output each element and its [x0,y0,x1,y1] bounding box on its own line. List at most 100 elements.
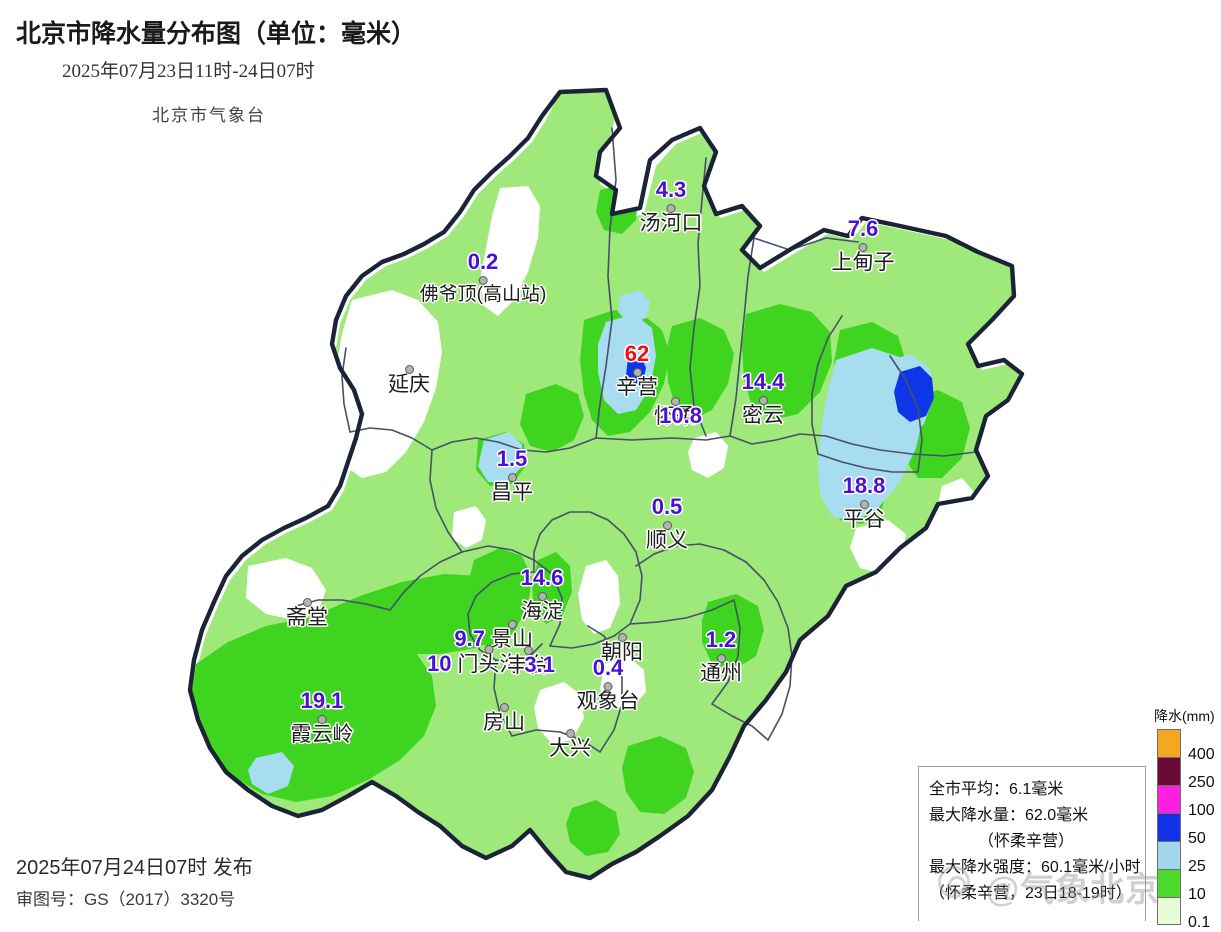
station-dot-icon [617,633,627,642]
station-marker: 9.7 景山 [454,620,533,651]
page-title: 北京市降水量分布图（单位：毫米） [16,20,417,48]
legend-label: 100 [1188,802,1215,819]
station-marker: 62 辛营 [616,341,658,399]
max-intensity-station-line: （怀柔辛营，23日18-19时） [929,884,1132,902]
legend-swatch: 25 [1157,841,1206,875]
legend-swatch: 100 [1157,785,1215,819]
max-intensity-line: 最大降水强度：60.1毫米/小时 [929,858,1141,876]
station-dot-icon [632,368,642,377]
station-name: 平谷 [843,508,885,531]
station-dot-icon [302,598,312,607]
station-name: 顺义 [646,529,688,552]
station-name: 辛营 [616,376,658,399]
station-dot-icon [499,703,509,712]
station-value: 10.8 [659,403,702,428]
station-name: 门头沟 [457,653,521,676]
station-marker: 0.4 观象台 [576,655,640,713]
station-marker: 10 门头沟 [427,645,521,676]
station-marker: 1.5 昌平 [491,446,533,504]
station-value: 1.5 [496,446,528,471]
station-dot-icon [670,397,680,406]
station-dot-icon [603,682,613,691]
station-marker: 斋堂 [286,598,328,629]
legend-label: 25 [1188,858,1206,875]
footer: 2025年07月24日07时 发布 审图号：GS（2017）3320号 [0,851,520,921]
station-name: 景山 [491,628,533,651]
city-average-line: 全市平均：6.1毫米 [929,781,1064,798]
station-value: 4.3 [655,177,687,202]
station-dot-icon [404,365,414,374]
legend-label: 250 [1188,774,1215,791]
legend-swatch: 50 [1157,813,1206,847]
station-name: 霞云岭 [290,723,354,746]
legend-title: 降水(mm) [1154,708,1215,724]
station-marker: 18.8 平谷 [843,473,886,531]
station-name: 延庆 [388,373,430,396]
station-dot-icon [484,645,494,654]
legend-swatch: 10 [1157,869,1206,903]
station-dot-icon [523,646,533,655]
station-marker: 朝阳 [601,633,643,664]
station-dot-icon [662,521,672,530]
station-marker: 大兴 [549,729,591,760]
station-marker: 3.1 丰台 [507,646,555,677]
station-name: 密云 [742,404,784,427]
station-dot-icon [716,654,726,663]
station-marker: 4.3 汤河口 [639,177,703,235]
legend-label: 50 [1188,830,1206,847]
station-value: 14.4 [741,369,785,394]
station-dot-icon [537,592,547,601]
station-value: 1.2 [705,627,737,652]
station-name: 上甸子 [831,251,895,274]
station-name: 汤河口 [639,212,703,235]
station-name: 斋堂 [286,606,328,629]
station-value: 19.1 [300,688,344,713]
station-value: 0.4 [592,655,624,680]
station-marker: 7.6 上甸子 [831,216,895,274]
station-marker: 0.2 佛爷顶(高山站) [419,249,547,305]
station-marker: 19.1 霞云岭 [290,688,354,746]
station-name: 房山 [483,711,525,734]
station-value: 18.8 [842,473,886,498]
legend-color-bar: 400 250 100 50 25 10 0.1 [1157,729,1215,931]
release-time: 2025年07月24日07时 发布 [16,857,253,879]
legend-label: 400 [1188,746,1215,763]
station-marker: 1.2 通州 [700,627,742,685]
station-value: 10 [427,651,452,676]
station-dot-icon [478,276,488,285]
legend-label: 0.1 [1188,914,1211,931]
station-value: 9.7 [454,626,485,651]
header: 北京市降水量分布图（单位：毫米） 2025年07月23日11时-24日07时 北… [0,0,600,140]
station-value: 14.6 [520,565,564,590]
station-marker: 10.8 怀柔 [654,397,702,428]
station-dot-icon [565,729,575,738]
station-dot-icon [317,715,327,724]
station-marker: 延庆 [388,365,430,396]
station-value: 0.2 [467,249,499,274]
station-marker: 房山 [483,703,525,734]
station-value: 7.6 [847,216,879,241]
station-dot-icon [507,473,517,482]
station-name: 昌平 [491,481,533,504]
station-value: 3.1 [524,652,555,677]
station-marker: 14.4 密云 [742,369,785,427]
legend-swatch: 400 [1157,729,1215,763]
station-value: 0.5 [651,494,683,519]
station-name: 观象台 [576,690,640,713]
max-precip-station-line: （怀柔辛营） [977,832,1074,850]
station-name: 佛爷顶(高山站) [419,284,547,305]
issuing-agency: 北京市气象台 [152,106,266,125]
station-value: 62 [624,341,650,366]
precipitation-legend: 降水(mm) 400 250 100 50 25 10 0.1 [1152,706,1221,931]
legend-label: 10 [1188,886,1206,903]
station-name: 大兴 [549,737,591,760]
time-range-subtitle: 2025年07月23日11时-24日07时 [62,61,315,82]
station-dot-icon [758,396,768,405]
summary-info-box: 全市平均：6.1毫米 最大降水量：62.0毫米 （怀柔辛营） 最大降水强度：60… [918,766,1146,921]
station-name: 朝阳 [601,641,643,664]
station-name: 丰台 [507,654,549,677]
station-name: 怀柔 [654,405,696,428]
station-dot-icon [666,204,676,213]
legend-swatch: 250 [1157,757,1215,791]
